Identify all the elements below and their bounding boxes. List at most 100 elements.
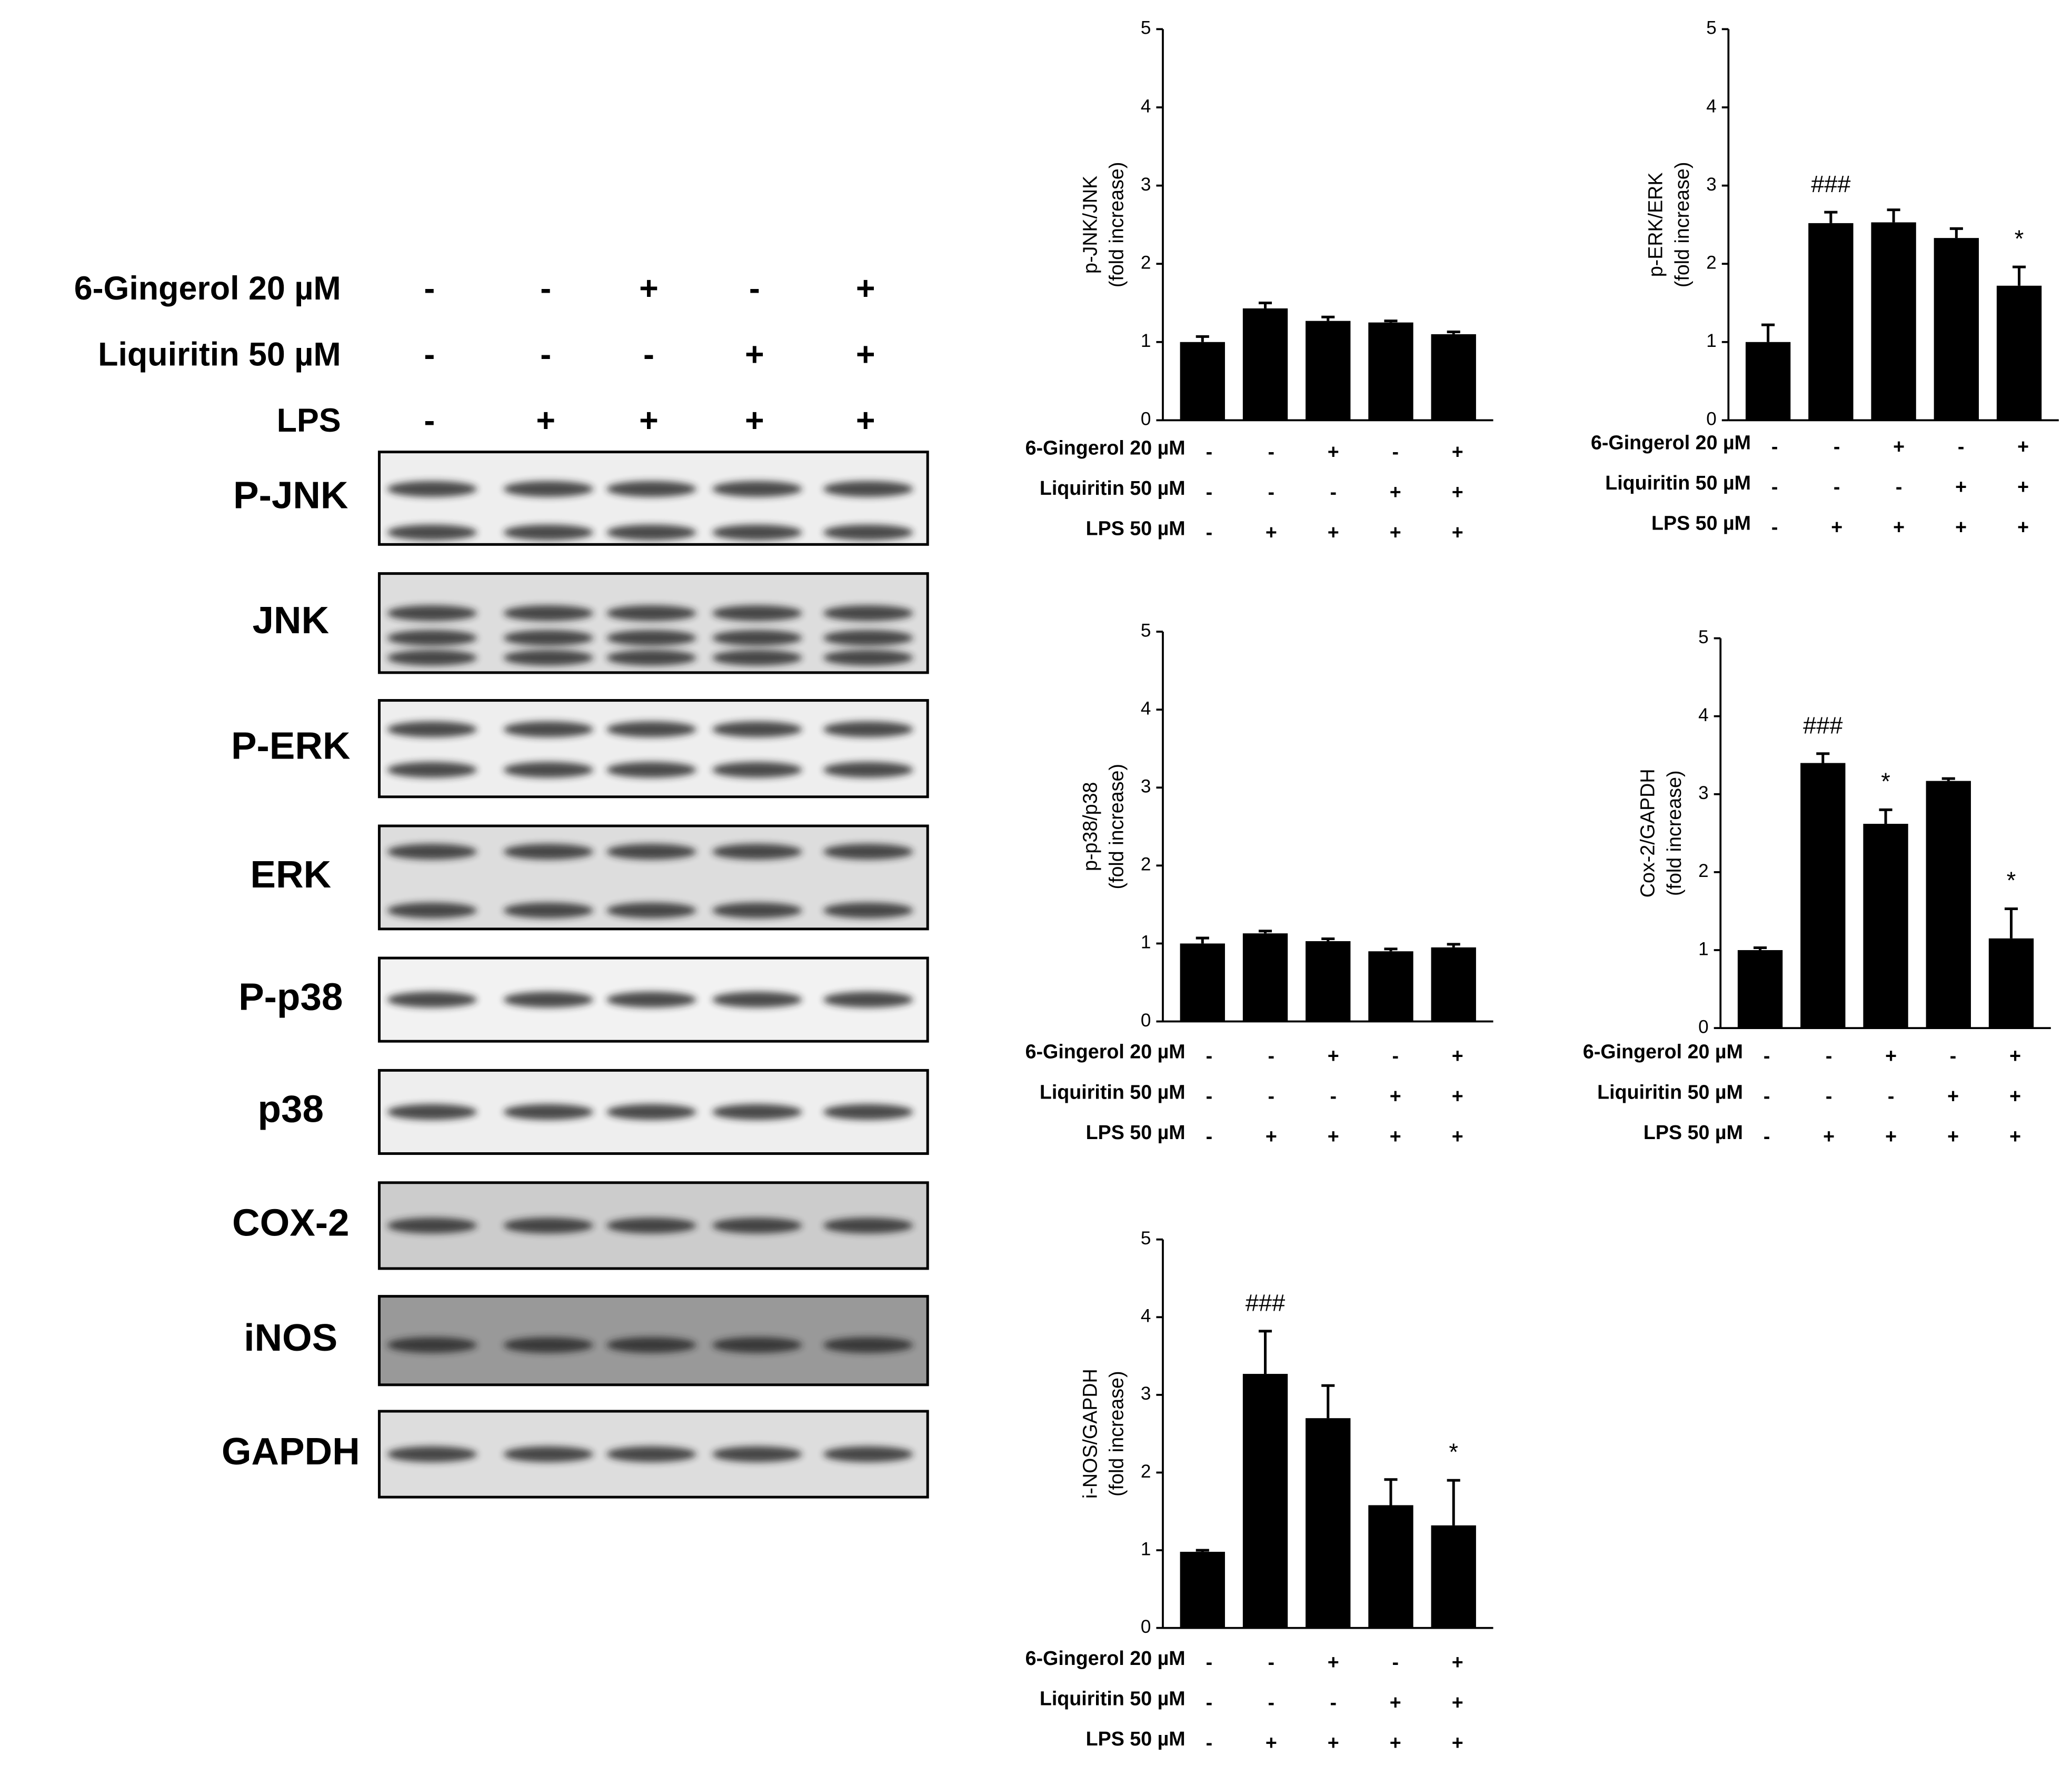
- treatment-sign: +: [1390, 1085, 1401, 1107]
- treatment-sign: -: [1950, 1044, 1957, 1066]
- blot-band: [823, 721, 913, 737]
- blot-band: [823, 762, 913, 778]
- blot-band: [503, 843, 594, 860]
- treatment-sign: +: [1893, 516, 1905, 538]
- y-axis-label: (fold increase): [1105, 764, 1128, 890]
- bar: [1431, 334, 1476, 421]
- treatment-sign: +: [856, 336, 875, 373]
- bar: [1242, 1374, 1288, 1628]
- bar: [1180, 1552, 1225, 1628]
- blot-band: [823, 605, 913, 621]
- blot-band: [712, 1337, 802, 1353]
- blot-band: [387, 650, 477, 666]
- band-label: GAPDH: [222, 1430, 360, 1473]
- treatment-sign: +: [745, 336, 764, 373]
- y-tick-label: 3: [1141, 1383, 1151, 1404]
- blot-band: [503, 524, 594, 541]
- treatment-sign: -: [1206, 1651, 1213, 1673]
- blot-band: [712, 902, 802, 919]
- bar: [1934, 238, 1979, 421]
- blot-band: [606, 762, 696, 778]
- bar: [1737, 950, 1783, 1029]
- annotation: ###: [1811, 171, 1850, 197]
- treatment-sign: -: [1330, 1691, 1337, 1713]
- treatment-sign: -: [643, 336, 654, 373]
- blot-band: [823, 481, 913, 497]
- blot-band: [503, 1446, 594, 1462]
- blot-band: [823, 843, 913, 860]
- treatment-sign: -: [1392, 1044, 1399, 1066]
- treatment-label: LPS 50 µM: [1086, 517, 1186, 540]
- y-tick-label: 5: [1141, 18, 1151, 38]
- treatment-label: LPS 50 µM: [1643, 1121, 1743, 1143]
- y-axis-label: (fold increase): [1105, 1371, 1128, 1496]
- treatment-sign: -: [1206, 441, 1213, 463]
- treatment-sign: +: [2009, 1044, 2021, 1066]
- treatment-sign: -: [1330, 1085, 1337, 1107]
- treatment-sign: +: [1328, 521, 1339, 543]
- treatment-sign: +: [1390, 481, 1401, 503]
- y-tick-label: 5: [1698, 627, 1709, 647]
- treatment-sign: +: [536, 402, 555, 439]
- y-axis-label: (fold increase): [1671, 162, 1693, 288]
- treatment-sign: -: [1206, 1044, 1213, 1066]
- blot-band: [387, 1337, 477, 1353]
- bar: [1242, 308, 1288, 421]
- y-tick-label: 1: [1706, 331, 1717, 351]
- treatment-sign: +: [1823, 1125, 1835, 1147]
- treatment-label: Liquiritin 50 µM: [1040, 477, 1186, 499]
- error-bar: [1384, 320, 1398, 323]
- blot-band: [503, 902, 594, 919]
- y-tick-label: 3: [1141, 776, 1151, 797]
- blot-band: [503, 650, 594, 666]
- blot-band: [387, 605, 477, 621]
- blot-band: [606, 902, 696, 919]
- treatment-sign: -: [1764, 1125, 1770, 1147]
- treatment-sign: +: [1955, 476, 1967, 498]
- annotation: ###: [1246, 1290, 1285, 1316]
- y-tick-label: 1: [1141, 331, 1151, 351]
- treatment-sign: -: [1206, 1085, 1213, 1107]
- treatment-sign: +: [1452, 1044, 1463, 1066]
- treatment-label: LPS 50 µM: [1651, 512, 1751, 534]
- bar: [1180, 943, 1225, 1022]
- blot-band: [387, 1446, 477, 1462]
- treatment-sign: +: [1390, 1691, 1401, 1713]
- treatment-sign: +: [1452, 441, 1463, 463]
- treatment-sign: -: [424, 402, 435, 439]
- error-bar: [1196, 1549, 1209, 1552]
- error-bar: [1754, 946, 1767, 950]
- error-bar: [1447, 943, 1460, 947]
- y-axis-label: p-p38/p38: [1079, 782, 1101, 872]
- annotation: *: [2007, 867, 2016, 894]
- treatment-sign: -: [1888, 1085, 1895, 1107]
- y-tick-label: 1: [1698, 939, 1709, 959]
- blot-band: [503, 762, 594, 778]
- band-label: P-p38: [238, 975, 343, 1018]
- error-bar: [1447, 1479, 1460, 1525]
- y-tick-label: 1: [1141, 932, 1151, 953]
- blot-band: [503, 1218, 594, 1234]
- treatment-sign: +: [1452, 1691, 1463, 1713]
- y-tick-label: 2: [1706, 252, 1717, 273]
- blot-band: [606, 843, 696, 860]
- y-axis-label: p-ERK/ERK: [1645, 173, 1667, 277]
- y-tick-label: 4: [1706, 96, 1717, 116]
- blot-band: [823, 1446, 913, 1462]
- blot-band: [503, 1104, 594, 1120]
- bar: [1745, 342, 1791, 421]
- treatment-sign: +: [1452, 1732, 1463, 1754]
- treatment-label: 6-Gingerol 20 µM: [1583, 1041, 1743, 1063]
- blot-band: [823, 1337, 913, 1353]
- treatment-sign: +: [1390, 521, 1401, 543]
- bar: [1808, 223, 1854, 421]
- blot-band: [712, 650, 802, 666]
- error-bar: [1384, 1478, 1398, 1505]
- blot-band: [606, 992, 696, 1008]
- treatment-label: Liquiritin 50 µM: [1040, 1687, 1186, 1709]
- bar: [1988, 938, 2034, 1029]
- bar: [1242, 933, 1288, 1022]
- error-bar: [1196, 335, 1209, 342]
- treatment-sign: +: [2017, 435, 2029, 457]
